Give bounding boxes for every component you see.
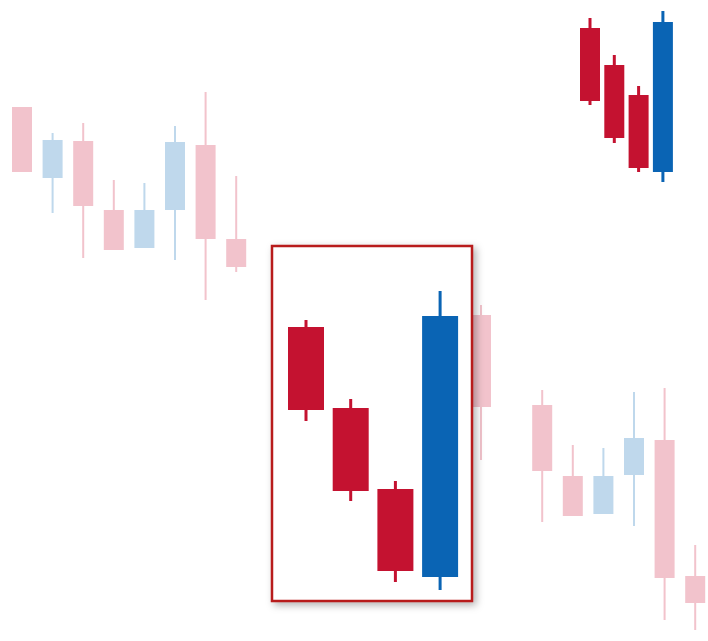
inset-chart xyxy=(580,11,673,182)
candle-body xyxy=(532,405,553,471)
candle-body xyxy=(165,142,185,210)
candle-body xyxy=(73,141,94,206)
candle-body xyxy=(422,316,459,577)
candle-body xyxy=(103,210,124,250)
candle-body xyxy=(226,239,247,267)
candle-body xyxy=(562,476,583,516)
candle-body xyxy=(377,489,414,571)
candle-body xyxy=(134,210,155,248)
main-chart xyxy=(288,291,459,590)
candle-body xyxy=(685,576,706,603)
candle-body xyxy=(471,315,491,407)
candle-body xyxy=(604,65,625,138)
candle-body xyxy=(580,28,600,101)
candle-body xyxy=(593,476,614,514)
background-chart xyxy=(12,92,706,630)
candle-body xyxy=(195,145,216,239)
candle-body xyxy=(12,107,32,172)
candle-body xyxy=(654,440,675,578)
candle-body xyxy=(628,95,649,168)
candle-wick xyxy=(235,176,238,272)
candle-body xyxy=(624,438,644,475)
candle-body xyxy=(332,408,369,491)
candle-body xyxy=(42,140,63,178)
candle-body xyxy=(652,22,673,172)
candle-body xyxy=(288,327,324,410)
